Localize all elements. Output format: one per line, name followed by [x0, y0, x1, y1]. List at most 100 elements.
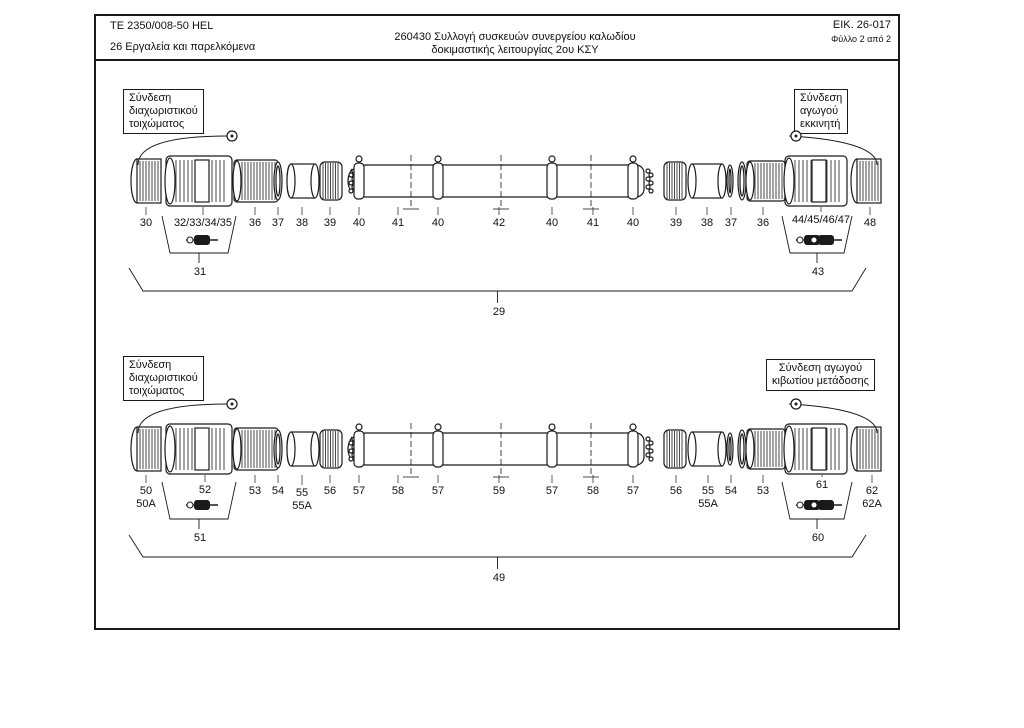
- callout-number: 40: [432, 217, 444, 229]
- receptacle-connector: [783, 155, 848, 207]
- top-left-label-box: Σύνδεση διαχωριστικού τοιχώματος: [123, 89, 204, 134]
- callout-number: 40: [353, 217, 365, 229]
- o-ring: [273, 161, 283, 201]
- label-line: τοιχώματος: [129, 118, 185, 130]
- right-lanyard-eye-hole: [794, 134, 798, 138]
- page-title: 260430 Συλλογή συσκευών συνεργείου καλωδ…: [300, 31, 730, 57]
- right-contact-pin: [810, 235, 842, 245]
- o-ring: [737, 429, 747, 469]
- header-divider: [94, 59, 900, 61]
- right-lanyard: [788, 403, 878, 434]
- label-line: κιβωτίου μετάδοσης: [772, 375, 869, 387]
- callout-number: 57: [627, 485, 639, 497]
- document-code: TE 2350/008-50 HEL: [110, 20, 214, 32]
- right-contact-pin: [810, 500, 842, 510]
- callout-number: 40: [546, 217, 558, 229]
- left-lanyard: [137, 403, 229, 434]
- left-kit-number: 31: [194, 266, 206, 278]
- coupling-nut: [232, 159, 279, 203]
- callout-number: 55A: [292, 500, 312, 512]
- callout-number: 39: [670, 217, 682, 229]
- callout-number: 57: [432, 485, 444, 497]
- callout-number: 57: [353, 485, 365, 497]
- callout-number: 50A: [136, 498, 156, 510]
- callout-number: 38: [701, 217, 713, 229]
- callout-number: 55: [296, 487, 308, 499]
- cable-body: [347, 423, 654, 478]
- callout-number: 36: [249, 217, 261, 229]
- assembly-number: 29: [493, 306, 505, 318]
- top-right-label-box: Σύνδεση αγωγού εκκινητή: [794, 89, 849, 134]
- right-lanyard: [788, 135, 878, 166]
- callout-number: 32/33/34/35: [174, 217, 232, 229]
- callout-number: 58: [392, 485, 404, 497]
- callout-number: 37: [725, 217, 737, 229]
- sheet-number: Φύλλο 2 από 2: [831, 34, 891, 44]
- receptacle-connector: [783, 423, 848, 475]
- sleeve: [286, 163, 320, 199]
- left-kit-number: 51: [194, 532, 206, 544]
- title-line-1: 260430 Συλλογή συσκευών συνεργείου καλωδ…: [394, 31, 636, 43]
- right-kit-number: 43: [812, 266, 824, 278]
- callout-number: 53: [757, 485, 769, 497]
- cable-body: [347, 155, 654, 210]
- callout-number: 40: [627, 217, 639, 229]
- label-line: τοιχώματος: [129, 385, 185, 397]
- label-line: Σύνδεση: [800, 92, 843, 104]
- end-cap: [130, 426, 162, 472]
- assembly-bracket: [128, 267, 867, 303]
- washer: [726, 432, 734, 466]
- callout-number: 36: [757, 217, 769, 229]
- callout-number: 58: [587, 485, 599, 497]
- callout-number: 55: [702, 485, 714, 497]
- sleeve: [687, 431, 727, 467]
- section-title: 26 Εργαλεία και παρελκόμενα: [110, 41, 256, 53]
- left-lanyard: [137, 135, 229, 166]
- right-kit-bracket: [781, 215, 853, 263]
- o-ring: [273, 429, 283, 469]
- title-line-2: δοκιμαστικής λειτουργίας 2ου ΚΣΥ: [431, 44, 599, 56]
- drawing-frame: [94, 14, 900, 630]
- sleeve: [687, 163, 727, 199]
- right-kit-bracket: [781, 481, 853, 529]
- washer: [726, 164, 734, 198]
- o-ring: [737, 161, 747, 201]
- left-contact-pin: [186, 500, 218, 510]
- label-line: Σύνδεση αγωγού: [778, 362, 863, 374]
- assembly-bracket: [128, 534, 867, 569]
- callout-number: 50: [140, 485, 152, 497]
- callout-number: 56: [670, 485, 682, 497]
- coupling-nut: [745, 160, 786, 202]
- callout-number: 55A: [698, 498, 718, 510]
- end-cap: [130, 158, 162, 204]
- top-cable-assembly: 30 32/33/34/35 36 37 38 39 40 41 40 42 40 41 40 39 38 3…: [128, 130, 882, 318]
- callout-number: 42: [493, 217, 505, 229]
- sleeve: [286, 431, 320, 467]
- callout-number: 44/45/46/47: [792, 214, 850, 226]
- end-cap: [850, 158, 882, 204]
- coupling-nut: [745, 428, 786, 470]
- label-line: διαχωριστικού: [129, 372, 198, 384]
- grommet: [663, 429, 687, 469]
- callout-number: 38: [296, 217, 308, 229]
- label-line: διαχωριστικού: [129, 105, 198, 117]
- callout-number: 41: [587, 217, 599, 229]
- label-line: Σύνδεση: [129, 359, 172, 371]
- callout-number: 41: [392, 217, 404, 229]
- plug-connector: [164, 155, 233, 207]
- callout-number: 37: [272, 217, 284, 229]
- callout-number: 54: [725, 485, 737, 497]
- callout-number: 59: [493, 485, 505, 497]
- callout-number: 30: [140, 217, 152, 229]
- figure-number: ΕΙΚ. 26-017: [832, 19, 891, 31]
- callout-number: 57: [546, 485, 558, 497]
- coupling-nut: [232, 427, 279, 471]
- right-kit-number: 60: [812, 532, 824, 544]
- callout-number: 48: [864, 217, 876, 229]
- callout-number: 54: [272, 485, 284, 497]
- label-line: Σύνδεση: [129, 92, 172, 104]
- assembly-number: 49: [493, 572, 505, 584]
- callout-number: 62A: [862, 498, 882, 510]
